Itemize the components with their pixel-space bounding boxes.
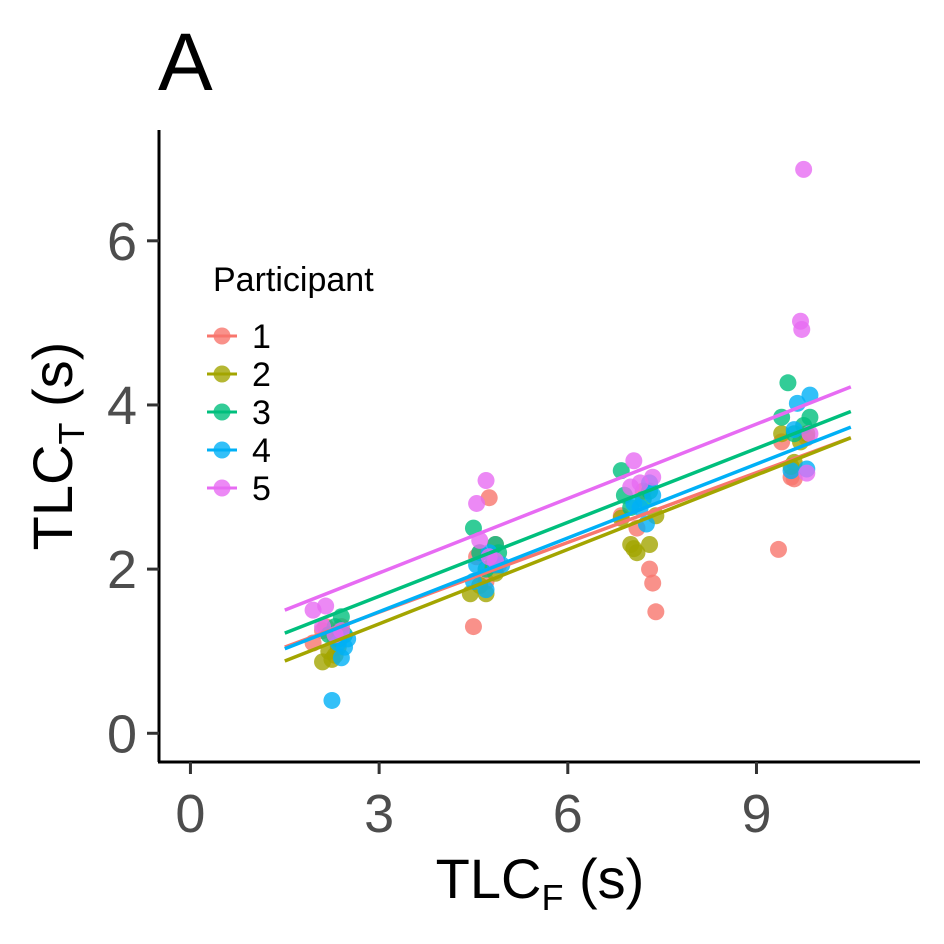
data-point-participant-1 [644,574,662,592]
legend-key-marker [213,403,231,421]
fit-line-participant-2 [284,436,852,663]
legend-label: 3 [252,394,271,432]
legend-key-marker [213,479,231,497]
x-tick-label: 9 [741,784,771,844]
data-point-participant-2 [641,535,659,553]
data-point-participant-5 [795,160,813,178]
fit-line-participant-5 [284,385,852,612]
points-layer [304,160,819,709]
data-point-participant-2 [628,544,646,562]
legend-title: Participant [213,261,374,299]
data-point-participant-1 [769,540,787,558]
data-point-participant-1 [647,603,665,621]
legend-key-marker [213,365,231,383]
data-point-participant-3 [779,374,797,392]
data-point-participant-5 [793,320,811,338]
fit-lines-layer [284,385,852,663]
legend-key-marker [213,441,231,459]
data-point-participant-5 [317,597,335,615]
fit-line-participant-3 [284,409,852,635]
x-axis-title: TLCF (s) [436,847,645,918]
fit-line-participant-4 [284,425,852,651]
x-tick-label: 0 [175,784,205,844]
legend-label: 2 [252,356,271,394]
data-point-participant-3 [801,408,819,426]
panel-tag: A [158,17,213,108]
legend-label: 4 [252,432,271,470]
legend-label: 1 [252,318,271,356]
x-ticks: 0 3 6 9 [175,762,772,844]
legend-label: 5 [252,470,271,508]
data-point-participant-5 [798,464,816,482]
y-tick-label: 4 [107,376,137,436]
y-ticks: 0 2 4 6 [107,212,159,764]
y-tick-label: 0 [107,704,137,764]
data-point-participant-5 [468,494,486,512]
data-point-participant-5 [477,471,495,489]
legend-key-marker [213,327,231,345]
data-point-participant-1 [641,560,659,578]
y-tick-label: 6 [107,212,137,272]
data-point-participant-4 [782,462,800,480]
data-point-participant-5 [644,468,662,486]
y-axis-title: TLCT (s) [21,342,92,551]
data-point-participant-1 [464,618,482,636]
x-tick-label: 3 [364,784,394,844]
data-point-participant-4 [323,691,341,709]
x-tick-label: 6 [553,784,583,844]
data-point-participant-4 [477,581,495,599]
y-tick-label: 2 [107,540,137,600]
data-point-participant-4 [801,386,819,404]
data-point-participant-5 [625,452,643,470]
